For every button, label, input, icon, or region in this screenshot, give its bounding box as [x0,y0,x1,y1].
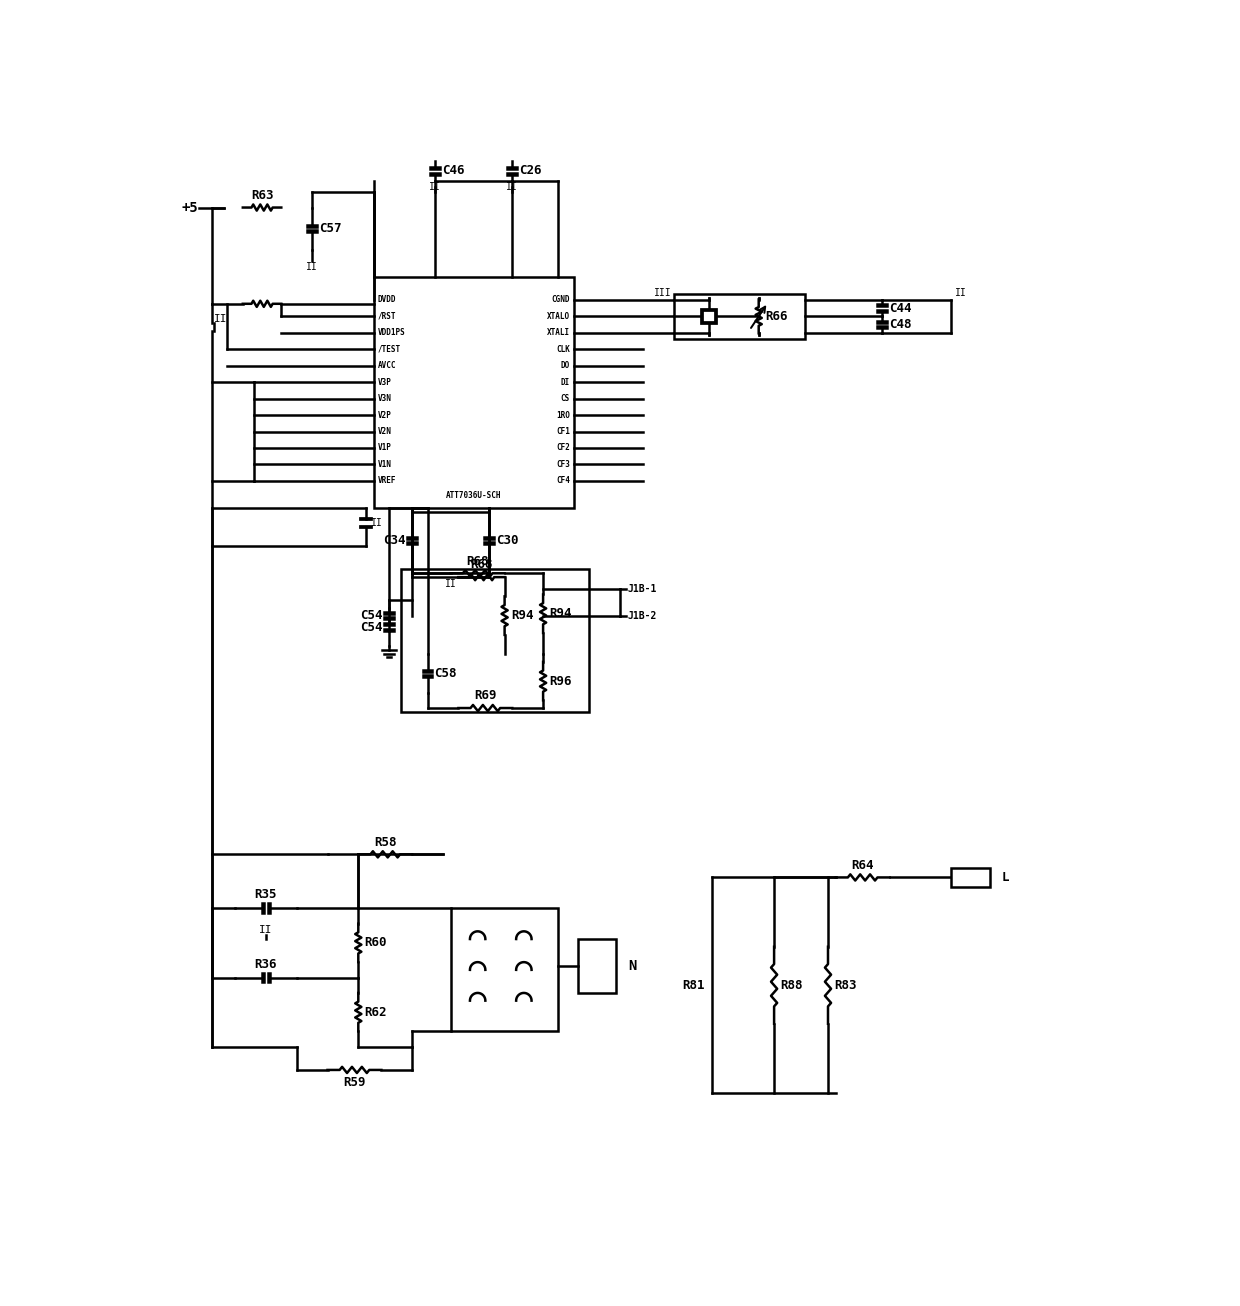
Text: C57: C57 [319,222,341,235]
Text: II: II [259,925,273,935]
Text: R96: R96 [549,675,572,687]
Text: J1B-2: J1B-2 [627,611,657,620]
Bar [702,311,715,323]
Text: /TEST: /TEST [377,345,401,354]
Bar [373,277,574,508]
Text: R68: R68 [470,559,492,571]
Text: R63: R63 [250,189,273,201]
Text: CF1: CF1 [557,427,570,436]
Text: C44: C44 [889,302,911,315]
Text: VREF: VREF [377,477,396,486]
Text: R81: R81 [682,978,704,991]
Text: +5: +5 [181,201,198,214]
Text: R69: R69 [474,690,496,703]
Text: J1B-1: J1B-1 [627,584,657,594]
Text: C54: C54 [360,620,382,633]
Text: CLK: CLK [557,345,570,354]
Text: C26: C26 [520,165,542,178]
Text: XTALI: XTALI [547,328,570,337]
Text: R88: R88 [780,978,802,991]
Text: R58: R58 [374,836,397,849]
Text: II: II [429,182,441,192]
Text: R35: R35 [254,888,278,901]
Text: L: L [1001,871,1009,884]
Text: R83: R83 [835,978,857,991]
Text: /RST: /RST [377,312,396,321]
Text: R60: R60 [365,936,387,949]
Text: II: II [372,518,383,528]
Text: II: II [306,263,317,272]
Text: R94: R94 [511,609,533,622]
Text: R62: R62 [365,1006,387,1019]
Text: VDD1PS: VDD1PS [377,328,405,337]
Text: R59: R59 [343,1076,366,1089]
Text: C46: C46 [443,165,465,178]
Text: DI: DI [560,377,570,387]
Text: C34: C34 [383,534,405,547]
Text: II: II [445,579,456,589]
Text: 1RO: 1RO [557,410,570,419]
Bar [450,908,558,1032]
Text: II: II [955,289,967,298]
Text: V2P: V2P [377,410,392,419]
Text: CF3: CF3 [557,460,570,469]
Text: V3N: V3N [377,394,392,404]
Text: III: III [653,289,671,298]
Text: V2N: V2N [377,427,392,436]
Text: CF4: CF4 [557,477,570,486]
Text: R68: R68 [466,555,489,568]
Text: CF2: CF2 [557,444,570,452]
Text: CGND: CGND [552,295,570,304]
Text: V1N: V1N [377,460,392,469]
Bar [675,294,805,340]
Text: R94: R94 [549,607,572,620]
Text: C48: C48 [889,319,911,332]
Text: DO: DO [560,362,570,370]
Text: C54: C54 [360,609,382,622]
Text: R66: R66 [765,310,787,323]
Text: XTALO: XTALO [547,312,570,321]
Text: R64: R64 [852,858,874,871]
Text: V1P: V1P [377,444,392,452]
Text: R36: R36 [254,957,278,970]
Text: CS: CS [560,394,570,404]
Bar [401,569,589,712]
Text: II: II [215,315,228,324]
Text: C30: C30 [496,534,518,547]
Text: AVCC: AVCC [377,362,396,370]
Bar [951,868,990,887]
Text: II: II [506,182,518,192]
Text: ATT7036U-SCH: ATT7036U-SCH [446,491,501,500]
Text: N: N [627,959,636,973]
Bar [578,939,616,993]
Text: V3P: V3P [377,377,392,387]
Text: C58: C58 [434,667,458,680]
Text: DVDD: DVDD [377,295,396,304]
